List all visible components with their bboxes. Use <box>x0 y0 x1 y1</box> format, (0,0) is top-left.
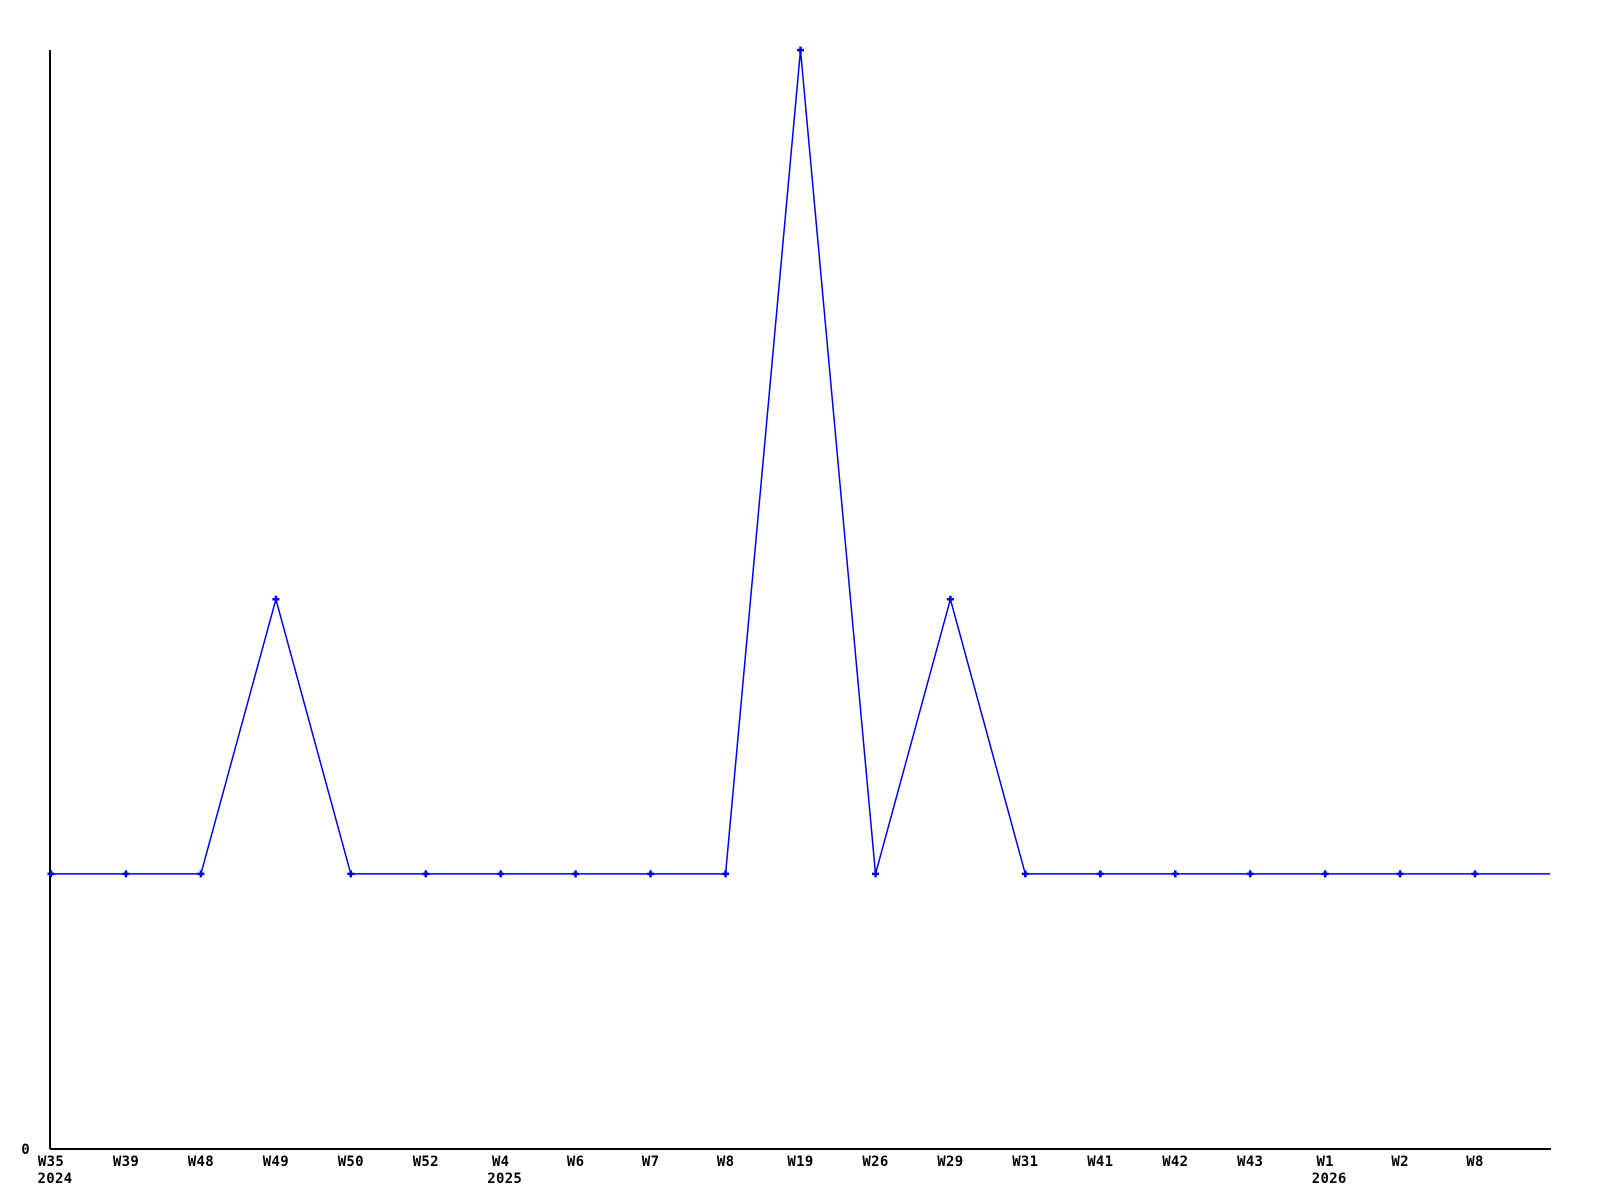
x-tick-label: W1 <box>1316 1154 1333 1170</box>
data-series <box>51 50 1550 875</box>
x-tick-label: W50 <box>338 1154 364 1170</box>
x-tick-label: W42 <box>1162 1154 1188 1170</box>
x-tick-label: W48 <box>188 1154 214 1170</box>
x-tick-label: W41 <box>1087 1154 1113 1170</box>
x-tick-label: W19 <box>787 1154 813 1170</box>
x-tick-year-label: 2024 <box>38 1171 73 1187</box>
x-tick-label: W8 <box>1466 1154 1483 1170</box>
x-tick-label: W31 <box>1012 1154 1038 1170</box>
x-tick-label: W49 <box>263 1154 289 1170</box>
x-tick-label: W39 <box>113 1154 139 1170</box>
x-tick-year-label: 2026 <box>1312 1171 1347 1187</box>
x-tick-year-label: 2025 <box>487 1171 522 1187</box>
x-tick-label: W29 <box>937 1154 963 1170</box>
x-tick-label: W26 <box>862 1154 888 1170</box>
data-point-marker-plus <box>47 46 1479 878</box>
x-tick-label: W6 <box>567 1154 584 1170</box>
x-tick-label: W35 <box>38 1154 64 1170</box>
x-tick-label: W52 <box>413 1154 439 1170</box>
x-tick-label: W7 <box>642 1154 659 1170</box>
data-line <box>51 50 1550 875</box>
y-axis-zero-label: 0 <box>21 1142 30 1158</box>
data-point-markers <box>47 46 1479 878</box>
x-tick-label: W8 <box>717 1154 734 1170</box>
x-tick-label: W43 <box>1237 1154 1263 1170</box>
x-tick-label: W2 <box>1391 1154 1408 1170</box>
x-tick-label: W4 <box>492 1154 509 1170</box>
